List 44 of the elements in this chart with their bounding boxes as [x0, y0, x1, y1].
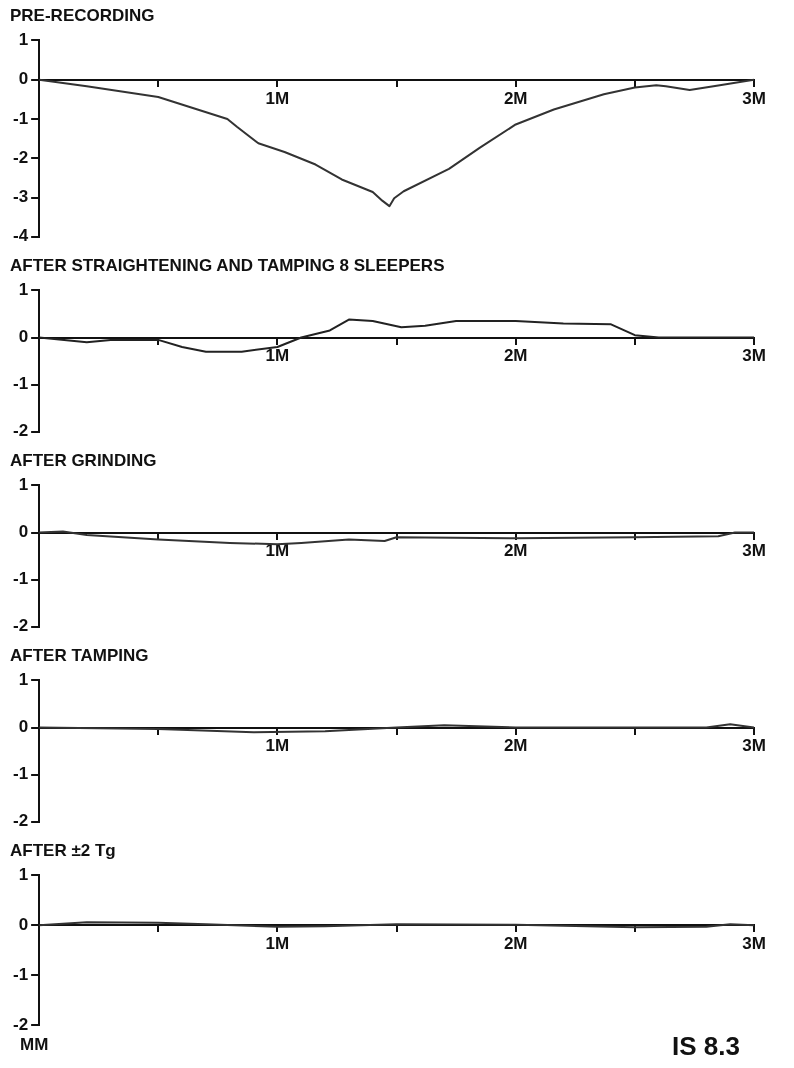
y-tick-label: 0 — [18, 522, 29, 542]
y-tick-label: -1 — [12, 964, 29, 984]
x-tick-label: 2M — [503, 88, 528, 108]
y-tick-label: -1 — [12, 764, 29, 784]
y-tick-label: 0 — [18, 69, 29, 89]
y-tick-label: 1 — [18, 865, 29, 885]
text: IS 8.3 — [672, 1031, 740, 1062]
x-tick-label: 3M — [742, 88, 766, 108]
chart-title: AFTER TAMPING — [10, 645, 149, 665]
x-tick-label: 3M — [742, 736, 766, 756]
x-tick-label: 1M — [265, 736, 290, 756]
y-tick-label: -4 — [12, 226, 29, 246]
y-tick-label: 1 — [18, 670, 29, 690]
x-tick-label: 1M — [265, 88, 290, 108]
y-tick-label: -2 — [12, 616, 29, 636]
chart-title: AFTER GRINDING — [10, 450, 157, 470]
x-tick-label: 3M — [742, 346, 766, 366]
y-tick-label: -1 — [12, 569, 29, 589]
x-tick-label: 3M — [742, 541, 766, 561]
chart-title: PRE-RECORDING — [10, 5, 155, 25]
y-tick-label: -2 — [12, 811, 29, 831]
y-tick-label: 0 — [18, 327, 29, 347]
x-tick-label: 1M — [265, 541, 290, 561]
chart-title: AFTER ±2 Tg — [10, 840, 116, 860]
y-tick-label: -1 — [12, 108, 29, 128]
y-tick-label: 1 — [18, 475, 29, 495]
y-tick-label: -2 — [12, 421, 29, 441]
x-tick-label: 1M — [265, 934, 290, 954]
y-tick-label: -2 — [12, 147, 29, 167]
chart-title: AFTER STRAIGHTENING AND TAMPING 8 SLEEPERS — [10, 255, 445, 275]
y-tick-label: 0 — [18, 914, 29, 934]
y-tick-label: 1 — [18, 280, 29, 300]
x-tick-label: 2M — [503, 934, 528, 954]
y-axis-title: MM — [20, 1035, 49, 1055]
y-tick-label: -1 — [12, 374, 29, 394]
x-tick-label: 2M — [503, 736, 528, 756]
y-tick-label: -2 — [12, 1014, 29, 1034]
x-tick-label: 1M — [265, 346, 290, 366]
y-tick-label: -3 — [12, 187, 29, 207]
y-tick-label: 1 — [18, 30, 29, 50]
x-tick-label: 2M — [503, 346, 528, 366]
x-tick-label: 3M — [742, 934, 766, 954]
y-tick-label: 0 — [18, 717, 29, 737]
x-tick-label: 2M — [503, 541, 528, 561]
